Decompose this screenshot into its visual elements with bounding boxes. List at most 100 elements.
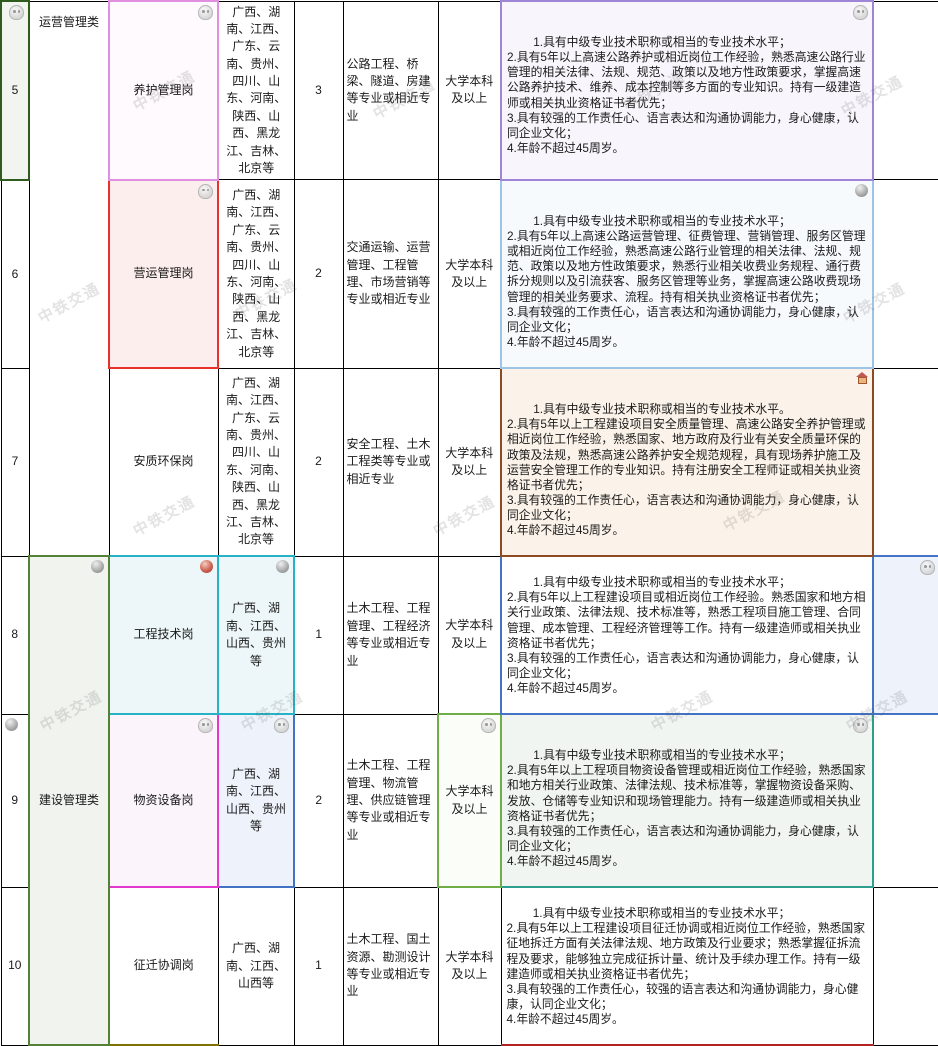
locations-text: 广西、湖南、江西、山西、贵州等 bbox=[225, 601, 286, 668]
count-value: 2 bbox=[315, 792, 323, 807]
house-icon bbox=[856, 372, 868, 385]
cell-major[interactable]: 土木工程、工程管理、物流管理、供应链管理等专业或相近专业 bbox=[342, 713, 439, 888]
education-text: 大学本科及以上 bbox=[445, 949, 494, 982]
locations-text: 广西、湖南、江西、广东、云南、贵州、四川、山东、河南、陕西、山西、黑龙江、吉林、… bbox=[225, 375, 286, 547]
locations-text: 广西、湖南、江西、广东、云南、贵州、四川、山东、河南、陕西、山西、黑龙江、吉林、… bbox=[226, 4, 287, 176]
count-value: 1 bbox=[315, 627, 323, 642]
count-value: 2 bbox=[315, 266, 322, 281]
cell-row-number[interactable]: 10 bbox=[0, 886, 30, 1046]
cell-requirements[interactable]: 1.具有中级专业技术职称或相当的专业技术水平； 2.具有5年以上工程建设项目征迁… bbox=[500, 886, 874, 1046]
cell-education[interactable]: 大学本科及以上 bbox=[437, 713, 502, 889]
position-label: 工程技术岗 bbox=[133, 627, 194, 642]
education-text: 大学本科及以上 bbox=[445, 445, 494, 478]
cell-position[interactable]: 物资设备岗 bbox=[108, 713, 219, 889]
count-value: 1 bbox=[315, 958, 322, 973]
cell-count[interactable]: 2 bbox=[293, 179, 344, 369]
comment-ghost-icon bbox=[198, 5, 213, 20]
cell-row-number[interactable]: 9 bbox=[0, 713, 30, 888]
requirements-text: 1.具有中级专业技术职称或相当的专业技术水平； 2.具有5年以上工程建设项目或相… bbox=[507, 575, 866, 695]
position-label: 征迁协调岗 bbox=[133, 958, 194, 973]
major-text: 公路工程、桥梁、隧道、房建等专业或相近专业 bbox=[346, 56, 431, 123]
cell-empty[interactable] bbox=[872, 713, 938, 888]
locations-text: 广西、湖南、江西、山西等 bbox=[225, 941, 286, 991]
cell-count[interactable]: 3 bbox=[293, 0, 344, 181]
cell-education[interactable]: 大学本科及以上 bbox=[437, 555, 502, 715]
category-label: 建设管理类 bbox=[38, 792, 99, 807]
comment-ghost-icon bbox=[853, 5, 868, 20]
major-text: 安全工程、土木工程类等专业或相近专业 bbox=[346, 437, 431, 486]
comment-ghost-icon bbox=[198, 183, 213, 199]
cell-requirements[interactable]: 1.具有中级专业技术职称或相当的专业技术水平。 2.具有5年以上工程建设项目安全… bbox=[500, 367, 874, 558]
table-row: 5 运营管理类 养护管理岗 广西、湖南、江西、广东、云南、贵州、四川、山东、河南… bbox=[0, 0, 938, 557]
cell-position[interactable]: 征迁协调岗 bbox=[108, 886, 219, 1046]
cell-empty[interactable] bbox=[872, 0, 938, 181]
cell-position[interactable]: 安质环保岗 bbox=[108, 367, 219, 557]
cell-major[interactable]: 交通运输、运营管理、工程管理、市场营销等专业或相近专业 bbox=[342, 179, 439, 369]
cell-requirements[interactable]: 1.具有中级专业技术职称或相当的专业技术水平； 2.具有5年以上工程项目物资设备… bbox=[500, 713, 874, 889]
cell-major[interactable]: 土木工程、工程管理、工程经济等专业或相近专业 bbox=[342, 555, 439, 715]
cell-count[interactable]: 2 bbox=[293, 713, 344, 888]
count-value: 3 bbox=[315, 82, 322, 97]
cell-row-number[interactable]: 5 bbox=[0, 0, 30, 181]
table-row: 10 征迁协调岗 广西、湖南、江西、山西等 1 土木工程、国土资源、勘测设计等专… bbox=[0, 886, 938, 1046]
cell-education[interactable]: 大学本科及以上 bbox=[437, 0, 502, 181]
cell-row-number[interactable]: 8 bbox=[0, 555, 30, 715]
major-text: 土木工程、国土资源、勘测设计等专业或相近专业 bbox=[346, 932, 431, 999]
count-value: 2 bbox=[315, 454, 322, 469]
cell-major[interactable]: 公路工程、桥梁、隧道、房建等专业或相近专业 bbox=[342, 0, 439, 181]
cell-empty[interactable] bbox=[872, 367, 938, 557]
comment-ghost-icon bbox=[481, 718, 496, 734]
cell-row-number[interactable]: 6 bbox=[0, 179, 30, 369]
comment-ghost-icon bbox=[198, 718, 213, 734]
cell-count[interactable]: 1 bbox=[293, 555, 344, 715]
education-text: 大学本科及以上 bbox=[445, 784, 494, 816]
cell-locations[interactable]: 广西、湖南、江西、广东、云南、贵州、四川、山东、河南、陕西、山西、黑龙江、吉林、… bbox=[217, 179, 295, 369]
table-row: 9 物资设备岗 广西、湖南、江西、山西、贵州等 2 土木工程、工程管理、物流管理… bbox=[0, 713, 938, 889]
row-number: 8 bbox=[11, 627, 19, 642]
cell-locations[interactable]: 广西、湖南、江西、山西、贵州等 bbox=[217, 713, 295, 889]
cell-empty[interactable] bbox=[872, 179, 938, 369]
cell-position[interactable]: 工程技术岗 bbox=[108, 555, 219, 716]
position-label: 物资设备岗 bbox=[133, 792, 194, 807]
comment-sphere-icon bbox=[91, 560, 104, 574]
cell-row-number[interactable]: 7 bbox=[0, 367, 30, 557]
major-text: 交通运输、运营管理、工程管理、市场营销等专业或相近专业 bbox=[346, 240, 431, 307]
comment-red-sphere-icon bbox=[200, 560, 213, 574]
cell-locations[interactable]: 广西、湖南、江西、山西等 bbox=[217, 886, 295, 1046]
category-label: 运营管理类 bbox=[38, 14, 99, 29]
education-text: 大学本科及以上 bbox=[445, 74, 494, 106]
row-number: 7 bbox=[11, 454, 19, 469]
major-text: 土木工程、工程管理、工程经济等专业或相近专业 bbox=[346, 601, 431, 668]
comment-ghost-icon bbox=[853, 718, 868, 734]
cell-education[interactable]: 大学本科及以上 bbox=[437, 179, 502, 369]
row-number: 5 bbox=[11, 82, 19, 97]
table-row: 8 建设管理类 工程技术岗 广西、湖南、江西、山西、贵州等 1 土木工程、工程管… bbox=[0, 555, 938, 1046]
cell-empty[interactable] bbox=[872, 886, 938, 1046]
cell-requirements[interactable]: 1.具有中级专业技术职称或相当的专业技术水平； 2.具有5年以上高速公路养护或相… bbox=[500, 0, 874, 181]
cell-requirements[interactable]: 1.具有中级专业技术职称或相当的专业技术水平； 2.具有5年以上高速公路运营管理… bbox=[500, 178, 874, 370]
cell-locations[interactable]: 广西、湖南、江西、广东、云南、贵州、四川、山东、河南、陕西、山西、黑龙江、吉林、… bbox=[217, 0, 295, 181]
cell-requirements[interactable]: 1.具有中级专业技术职称或相当的专业技术水平； 2.具有5年以上工程建设项目或相… bbox=[500, 555, 874, 716]
cell-locations[interactable]: 广西、湖南、江西、广东、云南、贵州、四川、山东、河南、陕西、山西、黑龙江、吉林、… bbox=[217, 367, 295, 557]
requirements-text: 1.具有中级专业技术职称或相当的专业技术水平。 2.具有5年以上工程建设项目安全… bbox=[507, 402, 866, 537]
requirements-text: 1.具有中级专业技术职称或相当的专业技术水平； 2.具有5年以上高速公路运营管理… bbox=[507, 214, 866, 349]
cell-major[interactable]: 安全工程、土木工程类等专业或相近专业 bbox=[342, 367, 439, 557]
cell-education[interactable]: 大学本科及以上 bbox=[437, 886, 502, 1046]
cell-category-operations[interactable]: 运营管理类 bbox=[28, 0, 110, 557]
cell-count[interactable]: 2 bbox=[293, 367, 344, 557]
cell-position[interactable]: 营运管理岗 bbox=[108, 178, 219, 370]
cell-position[interactable]: 养护管理岗 bbox=[108, 0, 219, 181]
cell-count[interactable]: 1 bbox=[293, 886, 344, 1046]
cell-empty-highlighted[interactable] bbox=[872, 555, 938, 716]
cell-locations[interactable]: 广西、湖南、江西、山西、贵州等 bbox=[217, 555, 295, 716]
comment-sphere-icon bbox=[4, 717, 18, 731]
comment-ghost-icon bbox=[9, 5, 24, 20]
comment-ghost-icon bbox=[274, 718, 289, 734]
cell-category-construction[interactable]: 建设管理类 bbox=[28, 555, 110, 1046]
locations-text: 广西、湖南、江西、山西、贵州等 bbox=[225, 766, 286, 833]
cell-major[interactable]: 土木工程、国土资源、勘测设计等专业或相近专业 bbox=[342, 886, 439, 1046]
cell-education[interactable]: 大学本科及以上 bbox=[437, 367, 502, 557]
row-number: 6 bbox=[11, 266, 19, 281]
major-text: 土木工程、工程管理、物流管理、供应链管理等专业或相近专业 bbox=[346, 758, 431, 842]
